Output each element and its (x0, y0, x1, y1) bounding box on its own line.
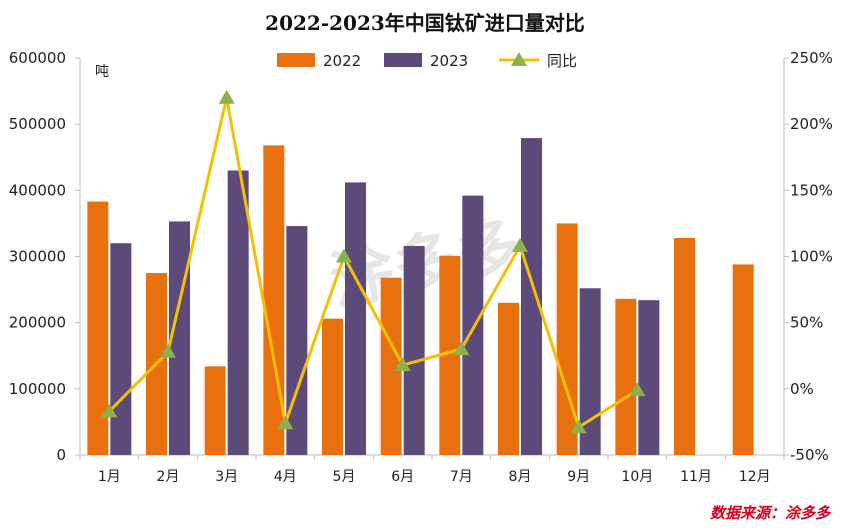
yoy-line (101, 89, 646, 434)
bar-2022-3月 (204, 366, 226, 455)
legend-label-2023: 2023 (430, 52, 468, 70)
y-right-tick-label: 100% (790, 248, 833, 266)
x-tick-label: 11月 (680, 469, 712, 485)
y-left-tick-label: 100000 (9, 380, 66, 398)
legend-label-2022: 2022 (323, 52, 361, 70)
bar-2022-6月 (380, 277, 402, 455)
y-right-tick-label: 250% (790, 49, 833, 67)
x-tick-label: 5月 (333, 469, 356, 485)
bar-2022-5月 (322, 318, 343, 455)
bar-2022-8月 (498, 302, 519, 455)
y-left-tick-label: 500000 (9, 115, 66, 133)
bar-2022-1月 (87, 201, 109, 455)
y-left-tick-label: 600000 (9, 49, 66, 67)
bar-2023-10月 (638, 300, 660, 455)
y-left-tick-label: 200000 (9, 314, 66, 332)
chart-title: 2022-2023年中国钛矿进口量对比 (265, 11, 585, 35)
yoy-point (218, 89, 235, 104)
bar-2022-7月 (439, 255, 461, 455)
legend: 2022 2023 同比 (277, 52, 577, 70)
bar-2023-7月 (462, 195, 484, 456)
yoy-point (512, 237, 528, 252)
x-tick-label: 8月 (509, 469, 532, 485)
yoy-point (394, 357, 411, 372)
x-tick-label: 4月 (274, 469, 297, 485)
bar-2023-5月 (345, 182, 366, 456)
x-tick-label: 6月 (391, 469, 414, 485)
yoy-point (101, 403, 118, 418)
yoy-series-line (108, 96, 639, 429)
y-right-tick-label: -50% (790, 446, 829, 464)
x-tick-label: 10月 (621, 469, 653, 485)
bar-2022-10月 (615, 298, 637, 455)
bar-2022-9月 (556, 223, 578, 455)
legend-swatch-2022 (277, 53, 315, 67)
bar-2023-3月 (227, 170, 249, 455)
x-tick-label: 3月 (215, 469, 238, 485)
x-tick-label: 2月 (157, 469, 180, 485)
yoy-point (453, 341, 470, 356)
yoy-point (336, 248, 352, 263)
y-left-tick-label: 0 (56, 446, 66, 464)
y-left-tick-label: 400000 (9, 181, 66, 199)
x-tick-label: 12月 (739, 469, 771, 485)
y-right-tick-label: 200% (790, 115, 833, 133)
legend-swatch-2023 (384, 53, 422, 67)
bar-2023-6月 (403, 245, 425, 455)
legend-swatch-marker (511, 52, 527, 66)
y-left-unit: 吨 (95, 64, 109, 80)
yoy-point (629, 382, 646, 397)
yoy-point (570, 419, 587, 434)
y-right-tick-label: 0% (790, 380, 814, 398)
x-tick-label: 1月 (98, 469, 121, 485)
source-note: 数据来源：涂多多 (710, 504, 831, 522)
bar-2023-4月 (286, 226, 308, 455)
yoy-point (277, 415, 294, 430)
y-right-tick-label: 150% (790, 181, 833, 199)
bar-2023-8月 (521, 138, 542, 456)
x-tick-label: 9月 (567, 469, 590, 485)
bar-2022-4月 (263, 145, 285, 455)
axes: 0 100000 200000 300000 400000 500000 600000 -50… (9, 49, 833, 485)
yoy-point (160, 343, 176, 358)
legend-label-yoy: 同比 (547, 52, 577, 70)
bar-2023-1月 (110, 243, 132, 455)
bar-2023-9月 (579, 288, 601, 455)
bar-2022-12月 (732, 264, 754, 455)
bars (87, 138, 754, 456)
y-right-tick-label: 50% (790, 314, 823, 332)
x-tick-label: 7月 (450, 469, 473, 485)
y-left-tick-label: 300000 (9, 248, 66, 266)
bar-2022-11月 (674, 237, 695, 455)
